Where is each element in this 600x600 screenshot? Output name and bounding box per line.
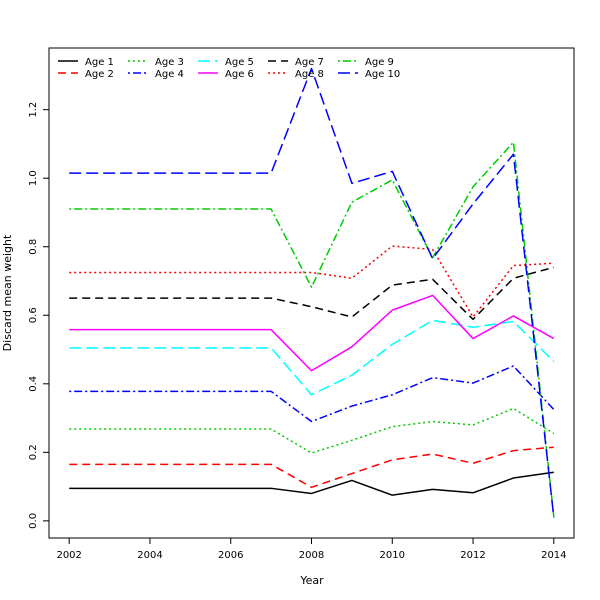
x-tick-label: 2002 bbox=[56, 550, 81, 561]
series-line-age-4 bbox=[69, 365, 555, 423]
y-tick-label: 0.6 bbox=[28, 307, 39, 323]
series-line-age-5 bbox=[69, 319, 555, 396]
y-tick-label: 0.0 bbox=[28, 513, 39, 529]
x-tick-label: 2004 bbox=[137, 550, 162, 561]
series-lines bbox=[69, 67, 555, 518]
x-tick-label: 2006 bbox=[218, 550, 243, 561]
series-line-age-6 bbox=[69, 294, 555, 372]
y-tick-label: 0.8 bbox=[28, 239, 39, 255]
x-tick-label: 2014 bbox=[541, 550, 566, 561]
legend-label-age-7: Age 7 bbox=[295, 57, 324, 68]
x-tick-label: 2012 bbox=[460, 550, 485, 561]
series-line-age-1 bbox=[69, 471, 554, 496]
legend-label-age-1: Age 1 bbox=[85, 57, 114, 68]
series-line-age-3 bbox=[69, 407, 555, 454]
y-axis: 0.0 0.2 0.4 0.6 0.8 1.0 1.2 bbox=[28, 102, 49, 529]
series-line-age-8 bbox=[69, 245, 554, 318]
legend-label-age-8: Age 8 bbox=[295, 69, 324, 80]
x-tick-label: 2008 bbox=[299, 550, 324, 561]
y-axis-title: Discard mean weight bbox=[1, 234, 14, 351]
legend-label-age-3: Age 3 bbox=[155, 57, 184, 68]
legend-label-age-2: Age 2 bbox=[85, 69, 114, 80]
y-tick-label: 1.0 bbox=[28, 170, 39, 186]
x-tick-label: 2010 bbox=[380, 550, 405, 561]
legend-label-age-6: Age 6 bbox=[225, 69, 254, 80]
legend-label-age-10: Age 10 bbox=[365, 69, 400, 80]
x-axis: 2002 2004 2006 2008 2010 2012 2014 bbox=[56, 538, 567, 561]
legend-label-age-5: Age 5 bbox=[225, 57, 254, 68]
legend-label-age-9: Age 9 bbox=[365, 57, 394, 68]
legend-label-age-4: Age 4 bbox=[155, 69, 184, 80]
series-line-age-9 bbox=[69, 141, 555, 517]
series-line-age-7 bbox=[69, 266, 555, 321]
y-tick-label: 0.2 bbox=[28, 444, 39, 460]
series-line-age-2 bbox=[69, 446, 554, 489]
y-tick-label: 1.2 bbox=[28, 102, 39, 118]
series-line-age-10 bbox=[69, 67, 555, 518]
y-tick-label: 0.4 bbox=[28, 376, 39, 392]
x-axis-title: Year bbox=[299, 574, 324, 587]
